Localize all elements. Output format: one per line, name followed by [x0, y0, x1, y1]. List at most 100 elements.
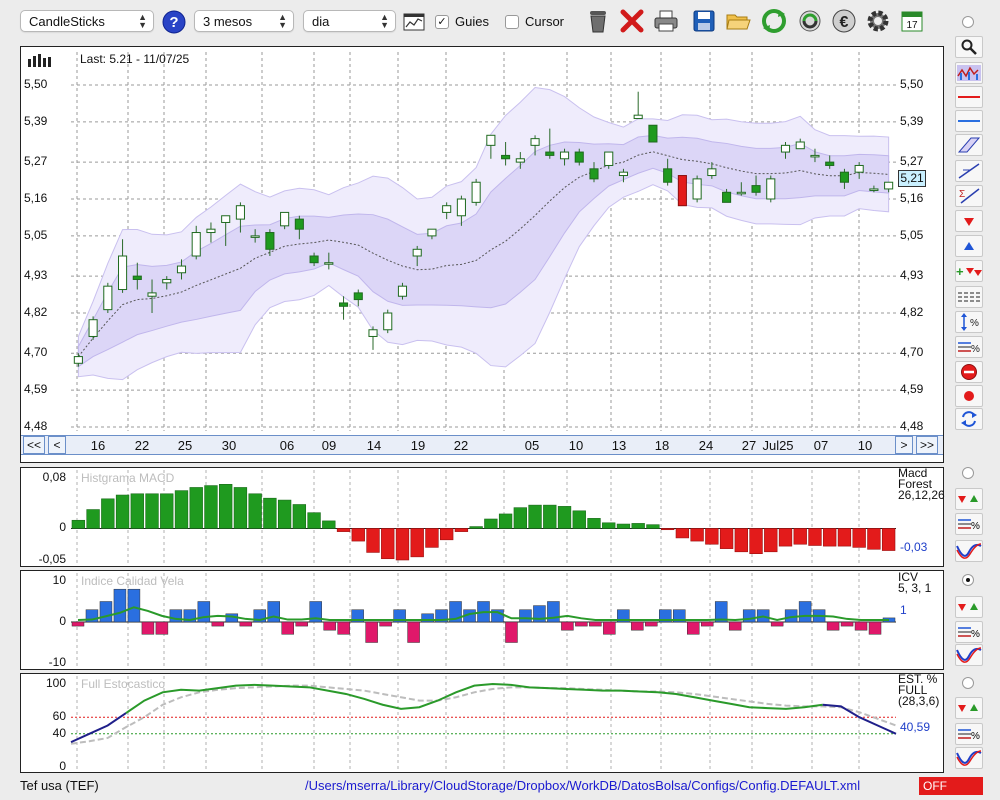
- macd-curve-button[interactable]: [955, 540, 983, 562]
- candle-body: [456, 198, 466, 217]
- candle-body: [501, 154, 511, 160]
- candle: [751, 175, 761, 196]
- lines-button[interactable]: [955, 286, 983, 308]
- status-off-badge[interactable]: OFF: [919, 777, 983, 795]
- icv-title: Indice Calidad Vela: [81, 574, 184, 588]
- stoch-fast-line-low: [822, 703, 897, 735]
- nav-last-button[interactable]: >>: [916, 436, 938, 454]
- config-path-link[interactable]: /Users/mserra/Library/CloudStorage/Dropb…: [305, 778, 861, 793]
- stoch-chart[interactable]: [21, 674, 943, 772]
- open-folder-icon[interactable]: [724, 7, 752, 35]
- blue-line-button[interactable]: [955, 110, 983, 132]
- buy-signal-button[interactable]: [955, 235, 983, 257]
- candle: [854, 162, 864, 179]
- candle: [353, 289, 363, 307]
- macd-histogram-bar: [160, 493, 174, 529]
- macd-signals-button[interactable]: [955, 488, 983, 510]
- nav-first-button[interactable]: <<: [23, 436, 45, 454]
- chart-settings-icon[interactable]: [400, 8, 428, 36]
- print-icon[interactable]: [652, 7, 680, 35]
- stoch-signals-button[interactable]: [955, 697, 983, 719]
- candle-body: [795, 141, 805, 150]
- period-select[interactable]: 3 mesos ▲ ▼: [194, 10, 294, 32]
- chart-type-select[interactable]: CandleSticks ▲ ▼: [20, 10, 154, 32]
- swap-button[interactable]: [955, 408, 983, 430]
- candle: [73, 353, 83, 367]
- icv-levels-button[interactable]: %: [955, 621, 983, 643]
- sync-icon[interactable]: [796, 7, 824, 35]
- trendline-button[interactable]: [955, 160, 983, 182]
- candle-body: [162, 278, 172, 284]
- panel-radio-stoch[interactable]: [962, 677, 974, 689]
- fibonacci-button[interactable]: Σ: [955, 185, 983, 207]
- macd-histogram-bar: [307, 512, 321, 529]
- icv-chart[interactable]: [21, 571, 943, 669]
- panel-radio-icv[interactable]: [962, 574, 974, 586]
- scale-percent-button[interactable]: %: [955, 311, 983, 333]
- stop-button[interactable]: [955, 361, 983, 383]
- nav-next-button[interactable]: >: [895, 436, 913, 454]
- y-axis-tick-left: 4,48: [24, 419, 48, 433]
- vertical-scale-icon: %: [961, 313, 979, 331]
- period-value: 3 mesos: [203, 14, 253, 29]
- candle: [132, 262, 142, 290]
- channel-button[interactable]: [955, 134, 983, 156]
- svg-text:%: %: [971, 521, 980, 532]
- icv-curve-button[interactable]: [955, 644, 983, 666]
- sell-signal-button[interactable]: [955, 210, 983, 232]
- macd-histogram-bar: [484, 518, 498, 529]
- gear-icon[interactable]: [864, 7, 892, 35]
- panel-radio-macd[interactable]: [962, 467, 974, 479]
- candle-body: [604, 151, 614, 166]
- macd-histogram-bar: [322, 520, 336, 529]
- candle: [368, 326, 378, 350]
- macd-levels-button[interactable]: %: [955, 513, 983, 535]
- percent-lines-button[interactable]: %: [955, 336, 983, 358]
- date-axis-bar[interactable]: [21, 435, 943, 455]
- signals-button[interactable]: +: [955, 260, 983, 282]
- main-chart[interactable]: [21, 47, 943, 432]
- stoch-sub: FULL: [898, 683, 928, 697]
- icv-bar: [770, 621, 784, 627]
- save-icon[interactable]: [690, 7, 718, 35]
- currency-icon[interactable]: €: [830, 7, 858, 35]
- record-button[interactable]: [955, 385, 983, 407]
- candle: [265, 229, 275, 256]
- icv-bar: [309, 601, 322, 623]
- icv-bar: [197, 601, 211, 623]
- stoch-levels-button[interactable]: %: [955, 723, 983, 745]
- delete-icon[interactable]: [618, 7, 646, 35]
- macd-chart[interactable]: [21, 468, 943, 566]
- calendar-icon[interactable]: 17: [898, 7, 926, 35]
- macd-histogram-bar: [454, 528, 469, 532]
- y-axis-tick-right: 5,16: [900, 191, 924, 205]
- cursor-checkbox[interactable]: [505, 15, 519, 29]
- stoch-curve-button[interactable]: [955, 747, 983, 769]
- nav-prev-button[interactable]: <: [48, 436, 66, 454]
- stoch-fast-line: [125, 682, 823, 714]
- percent-lines-icon: %: [958, 519, 980, 532]
- candle: [663, 158, 673, 186]
- candle: [648, 124, 658, 143]
- interval-select[interactable]: dia ▲ ▼: [303, 10, 396, 32]
- icv-signals-button[interactable]: [955, 596, 983, 618]
- icv-bar: [826, 621, 840, 631]
- candle: [677, 175, 687, 207]
- y-axis-tick-left: 4,59: [24, 382, 48, 397]
- panel-radio-main[interactable]: [962, 16, 974, 28]
- icv-bar: [337, 621, 350, 635]
- chart-style-button[interactable]: [955, 62, 983, 84]
- macd-histogram-bar: [852, 528, 866, 548]
- trash-icon[interactable]: [584, 7, 612, 35]
- icv-bar: [253, 609, 267, 623]
- guides-checkbox[interactable]: ✓: [435, 15, 449, 29]
- refresh-icon[interactable]: [760, 7, 788, 35]
- zoom-button[interactable]: [955, 36, 983, 58]
- candle-body: [471, 181, 481, 203]
- candle-body: [265, 232, 275, 250]
- signal-arrows-icon: [958, 603, 978, 611]
- macd-histogram-bar: [867, 528, 881, 550]
- red-line-button[interactable]: [955, 86, 983, 108]
- help-icon[interactable]: ?: [160, 8, 188, 36]
- y-axis-tick-right: 4,70: [900, 345, 924, 360]
